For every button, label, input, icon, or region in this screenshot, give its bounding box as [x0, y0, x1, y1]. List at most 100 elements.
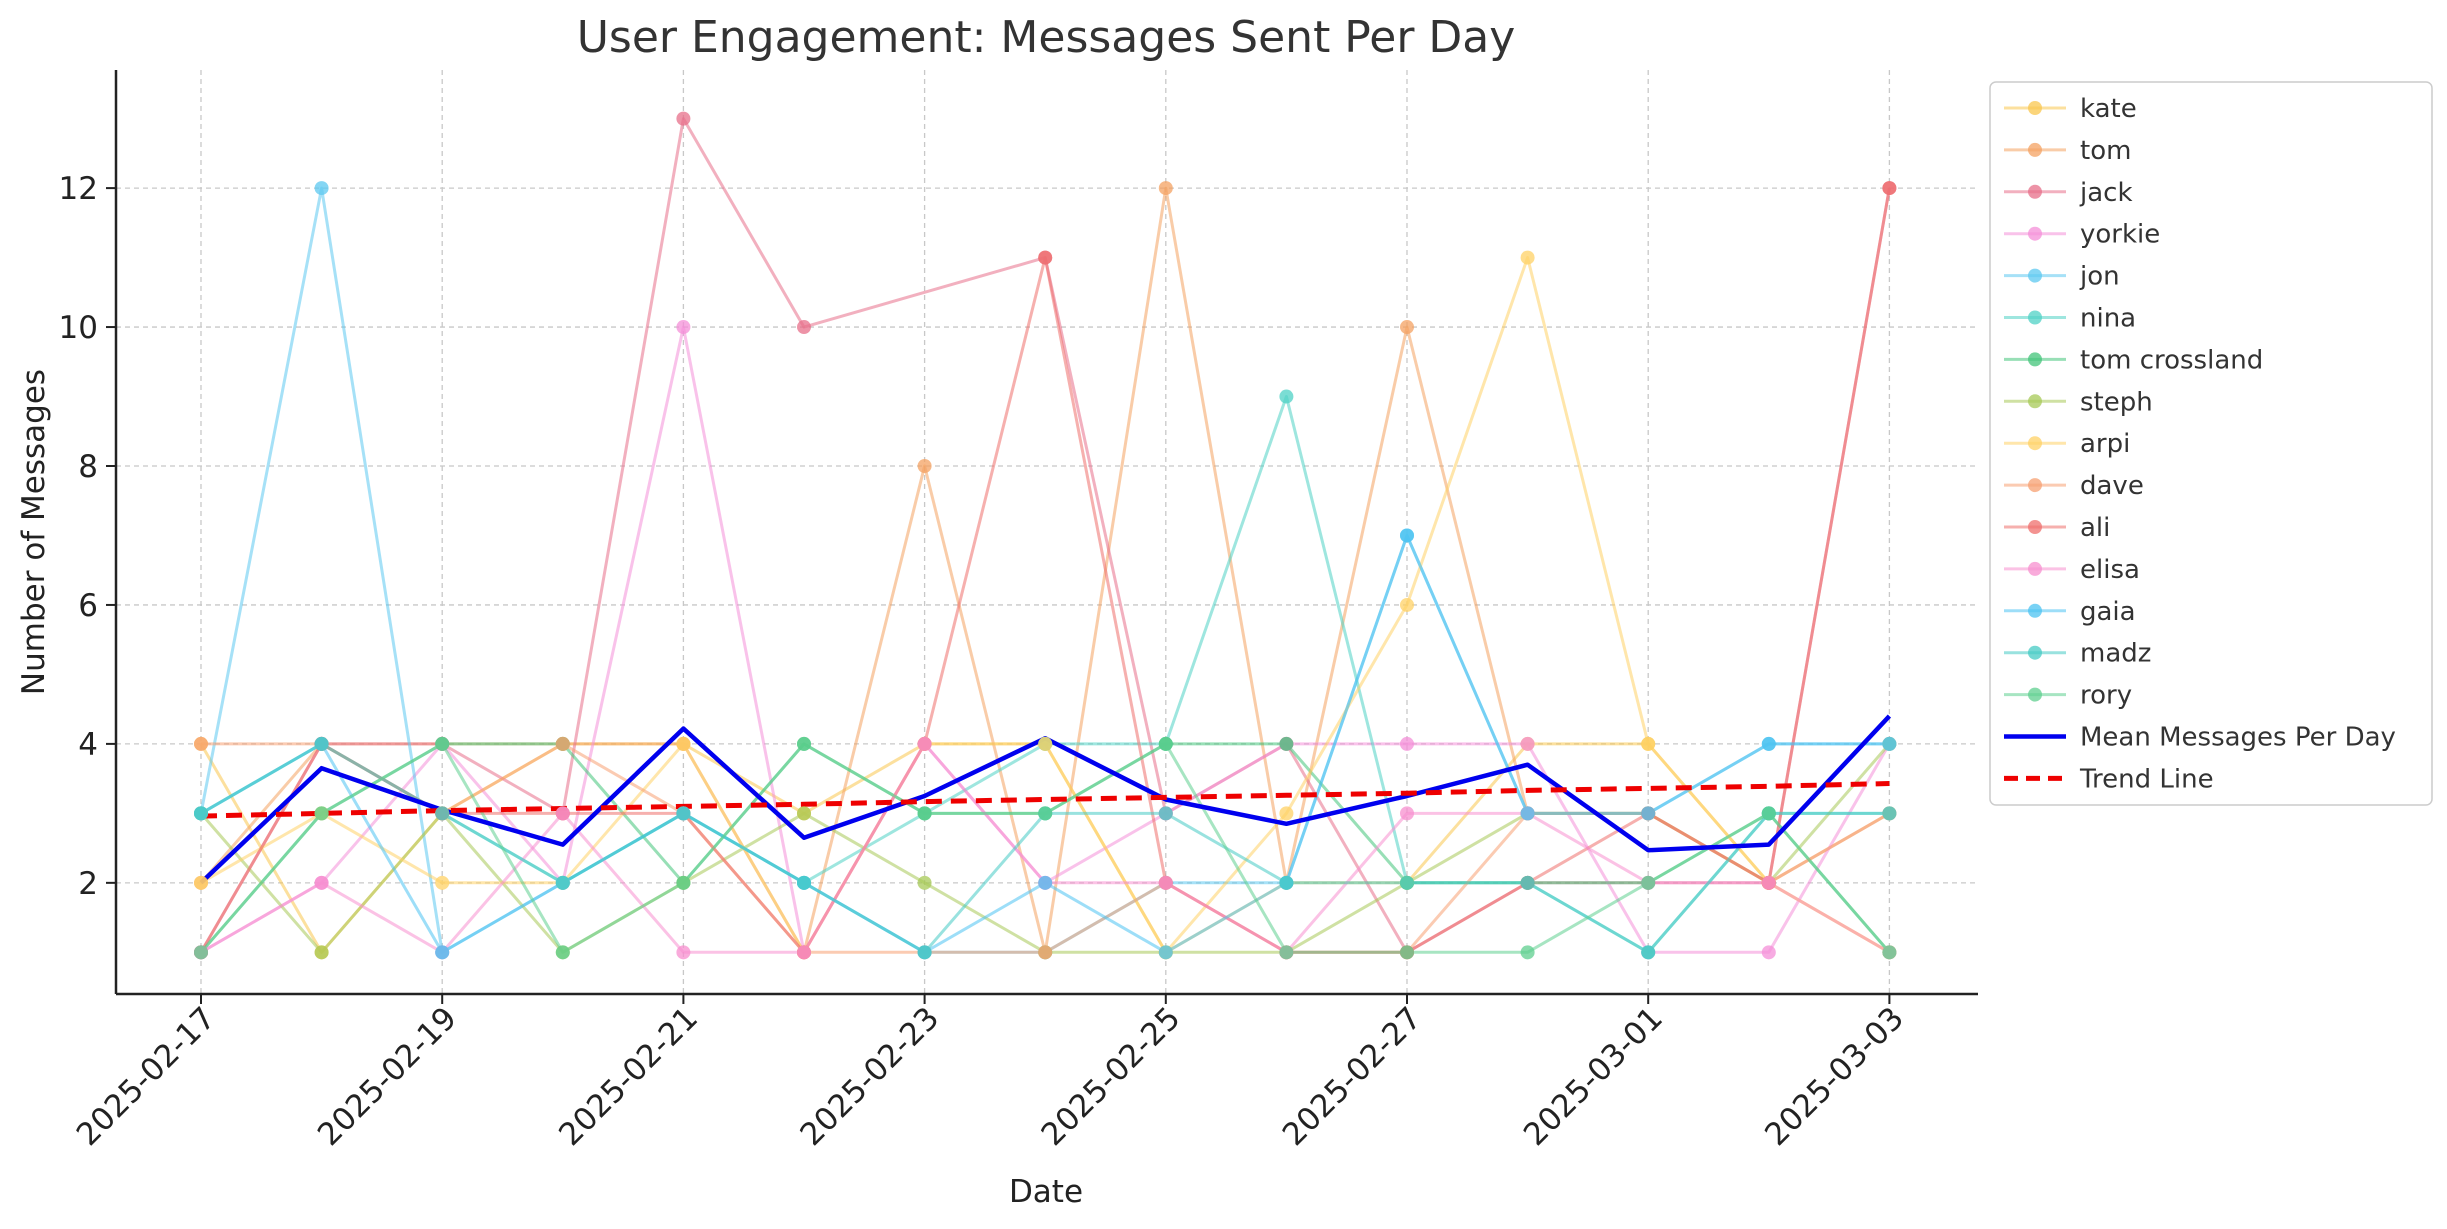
- data-point: [1641, 806, 1656, 821]
- data-point: [797, 875, 811, 890]
- legend-marker: [2028, 310, 2042, 325]
- x-tick-label: 2025-03-03: [1758, 1000, 1911, 1153]
- data-point: [435, 945, 450, 960]
- data-point: [1400, 320, 1414, 335]
- data-point: [1279, 806, 1294, 821]
- data-point: [314, 806, 329, 821]
- data-point: [917, 806, 932, 821]
- data-point: [1520, 945, 1535, 960]
- series-line-ali: [199, 187, 1891, 954]
- legend-label: madz: [2080, 639, 2151, 669]
- legend-label: gaia: [2080, 597, 2136, 627]
- data-point: [1038, 875, 1053, 890]
- x-tick-label: 2025-03-01: [1517, 1000, 1670, 1153]
- chart-title: User Engagement: Messages Sent Per Day: [577, 12, 1516, 63]
- series-line-kate: [199, 742, 1891, 954]
- legend-label: tom: [2080, 136, 2131, 166]
- data-point: [1882, 736, 1897, 751]
- legend-label: jack: [2079, 178, 2133, 208]
- series-line-madz: [200, 742, 1890, 954]
- x-tick-label: 2025-02-17: [70, 1000, 223, 1153]
- data-point: [676, 736, 691, 751]
- data-point: [435, 875, 450, 890]
- data-point: [1882, 945, 1897, 960]
- data-point: [1520, 875, 1535, 890]
- data-point: [555, 875, 570, 890]
- data-point: [1158, 181, 1173, 196]
- data-point: [1400, 875, 1414, 890]
- legend-label: dave: [2080, 471, 2144, 501]
- data-point: [676, 806, 691, 821]
- data-point: [1400, 528, 1414, 543]
- series-line-yorkie: [200, 325, 1891, 954]
- legend-label: tom crossland: [2080, 345, 2263, 375]
- data-point: [797, 945, 811, 960]
- legend-marker: [2028, 645, 2042, 660]
- data-point: [1641, 736, 1656, 751]
- legend-marker: [2028, 561, 2042, 576]
- legend-marker: [2028, 394, 2042, 409]
- y-tick-label: 6: [78, 588, 98, 624]
- data-point: [1279, 389, 1294, 404]
- data-point: [917, 875, 932, 890]
- data-point: [194, 736, 208, 751]
- data-point: [676, 945, 691, 960]
- data-point: [1400, 736, 1414, 751]
- legend-marker: [2028, 142, 2042, 157]
- data-point: [797, 736, 811, 751]
- series-line-steph: [199, 742, 1891, 954]
- data-point: [194, 875, 208, 890]
- legend-label: elisa: [2080, 555, 2140, 585]
- data-point: [1279, 945, 1294, 960]
- legend-label: ali: [2080, 513, 2110, 543]
- series-line-tom-crossland: [199, 742, 1891, 954]
- x-ticks: 2025-02-17 2025-02-19 2025-02-21 2025-02-23…: [70, 994, 1911, 1153]
- axes: [114, 70, 1978, 996]
- data-point: [1520, 736, 1535, 751]
- data-point: [555, 945, 570, 960]
- data-point: [1400, 806, 1414, 821]
- data-point: [1761, 875, 1776, 890]
- x-tick-label: 2025-02-23: [793, 1000, 946, 1153]
- data-point: [1882, 181, 1897, 196]
- legend-marker: [2028, 478, 2042, 493]
- series-lines: [199, 117, 1892, 954]
- data-point: [676, 111, 691, 126]
- data-point: [1520, 250, 1535, 265]
- data-point: [1038, 945, 1053, 960]
- series-line-elisa: [200, 742, 1891, 954]
- x-tick-label: 2025-02-25: [1035, 1000, 1188, 1153]
- legend-label: Trend Line: [2079, 764, 2214, 794]
- y-tick-label: 8: [78, 449, 98, 485]
- legend-marker: [2028, 520, 2042, 534]
- data-point: [917, 736, 932, 751]
- data-point: [555, 806, 570, 821]
- data-point: [1158, 806, 1173, 821]
- legend-marker: [2028, 687, 2042, 702]
- data-point: [797, 806, 811, 821]
- data-point: [1761, 945, 1776, 960]
- x-tick-label: 2025-02-21: [552, 1000, 705, 1153]
- series-line-jon: [199, 186, 1890, 954]
- legend-marker: [2028, 268, 2042, 283]
- data-point: [194, 945, 208, 960]
- legend-marker: [2028, 352, 2042, 367]
- series-line-rory: [199, 742, 1891, 954]
- data-point: [1279, 875, 1294, 890]
- data-point: [1761, 806, 1776, 821]
- data-point: [1038, 250, 1053, 265]
- legend-label: jon: [2079, 262, 2120, 292]
- series-line-tom: [199, 186, 1891, 954]
- legend-label: arpi: [2080, 429, 2130, 459]
- legend-label: kate: [2080, 94, 2137, 124]
- data-point: [314, 875, 329, 890]
- y-tick-label: 10: [59, 310, 98, 346]
- data-point: [1400, 597, 1414, 612]
- data-point: [1882, 806, 1897, 821]
- legend-label: Mean Messages Per Day: [2080, 723, 2396, 753]
- data-point: [314, 945, 329, 960]
- series-line-nina: [200, 395, 1890, 954]
- data-point: [676, 875, 691, 890]
- data-point: [1038, 736, 1053, 751]
